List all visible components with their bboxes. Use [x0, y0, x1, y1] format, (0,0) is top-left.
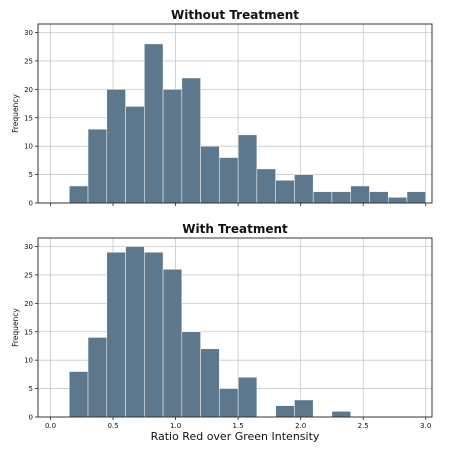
- x-axis-label: Ratio Red over Green Intensity: [151, 430, 320, 443]
- histogram-bar: [219, 388, 239, 418]
- chart-title: With Treatment: [182, 222, 288, 236]
- plot-frame: [37, 23, 433, 204]
- histogram-bar: [125, 246, 145, 418]
- histogram-bar: [331, 411, 351, 418]
- y-tick-label: 10: [24, 143, 33, 151]
- y-tick-label: 5: [29, 171, 33, 179]
- histogram-bar: [162, 89, 183, 204]
- y-tick-label: 15: [24, 114, 33, 122]
- histogram-bar: [106, 89, 126, 204]
- y-tick-label: 20: [24, 86, 33, 94]
- y-tick-label: 0: [29, 414, 33, 422]
- histogram-bar: [331, 191, 351, 204]
- histogram-bar: [294, 174, 314, 204]
- histogram-bar: [237, 376, 258, 418]
- y-tick-label: 5: [29, 385, 33, 393]
- y-tick-label: 30: [24, 29, 33, 37]
- histogram-bar: [87, 128, 108, 204]
- histogram-bar: [275, 405, 295, 418]
- x-tick-label: 1.0: [170, 422, 181, 430]
- histogram-bar: [144, 43, 164, 204]
- chart-panel-1: 0 5 10 15 20 25 30 Without Treatment Frequency: [11, 8, 433, 208]
- histogram-bar: [275, 180, 295, 204]
- histogram-bar: [87, 337, 108, 418]
- x-tick-label: 2.5: [358, 422, 369, 430]
- histogram-bar: [406, 191, 426, 204]
- histogram-bar: [350, 185, 370, 204]
- histogram-bar: [106, 251, 126, 418]
- y-tick-label: 20: [24, 300, 33, 308]
- x-tick-label: 3.0: [420, 422, 431, 430]
- y-tick-label: 10: [24, 357, 33, 365]
- y-tick-label: 0: [29, 200, 33, 208]
- histogram-bar: [219, 157, 239, 204]
- x-tick-label: 0.5: [107, 422, 118, 430]
- histogram-bar: [144, 251, 164, 418]
- y-axis-label: Frequency: [11, 94, 20, 133]
- chart-title: Without Treatment: [171, 8, 299, 22]
- chart-panel-2: 0 5 10 15 20 25 30 0.0 0.5 1.0 1.5 2.0 2.5 3.0 With Tr…: [11, 222, 433, 443]
- histogram-bar: [69, 371, 89, 418]
- x-tick-label: 1.5: [233, 422, 244, 430]
- histogram-bar: [200, 348, 220, 418]
- plot-frame: [37, 237, 433, 418]
- x-tick-label: 0.0: [45, 422, 56, 430]
- histogram-bar: [69, 185, 89, 204]
- histogram-bar: [237, 134, 258, 204]
- histogram-bar: [125, 106, 145, 204]
- histogram-bar: [200, 145, 220, 204]
- y-tick-label: 25: [24, 271, 33, 279]
- y-axis-label: Frequency: [11, 308, 20, 347]
- histogram-bar: [294, 399, 314, 418]
- histogram-bar: [181, 77, 201, 204]
- x-tick-label: 2.0: [295, 422, 306, 430]
- histogram-bar: [369, 191, 389, 204]
- y-tick-label: 30: [24, 243, 33, 251]
- histogram-bar: [387, 197, 408, 204]
- histogram-bar: [312, 191, 333, 204]
- histogram-bar: [256, 168, 276, 204]
- histogram-bar: [162, 269, 183, 418]
- histogram-bar: [181, 331, 201, 418]
- y-tick-label: 25: [24, 57, 33, 65]
- y-tick-label: 15: [24, 328, 33, 336]
